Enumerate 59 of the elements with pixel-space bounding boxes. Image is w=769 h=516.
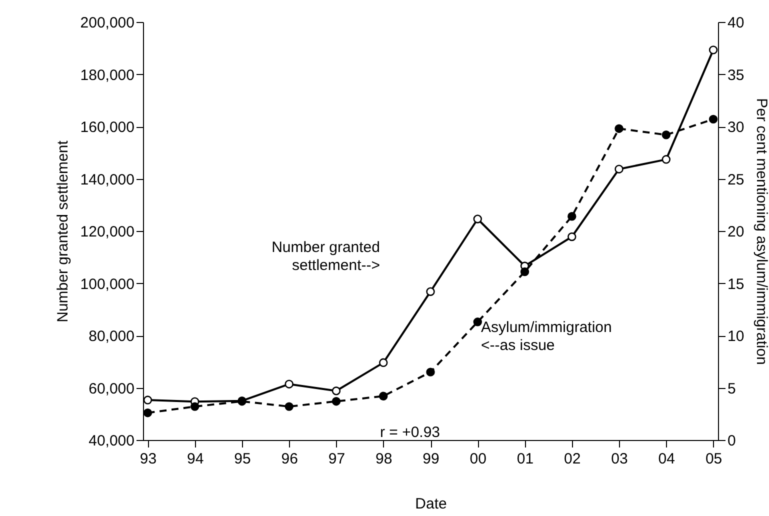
point (426, 368, 435, 376)
x-tick-label: 95 (234, 450, 251, 468)
y2-tick-label: 20 (728, 224, 744, 240)
point (568, 232, 576, 242)
annotation: Asylum/immigration <--as issue (481, 319, 612, 354)
x-axis-title: Date (415, 496, 447, 512)
y2-tick-label: 25 (728, 171, 744, 188)
point (284, 402, 294, 411)
x-tick-label: 00 (470, 450, 486, 468)
point (708, 46, 718, 54)
point (379, 392, 388, 400)
point (662, 155, 671, 164)
point (332, 386, 341, 396)
y-axis-title: Number granted settlement (54, 140, 72, 322)
point (614, 124, 624, 133)
y-tick-label: 160,000 (80, 119, 134, 136)
y2-tick-label: 15 (728, 276, 744, 293)
point (708, 114, 718, 124)
point (520, 267, 530, 276)
x-tick-label: 04 (658, 450, 675, 468)
y2-axis-title: Per cent mentioning asylum/immigration (753, 98, 769, 365)
point (473, 318, 482, 326)
point (426, 287, 435, 296)
y-tick-label: 180,000 (80, 66, 134, 84)
y-tick-label: 100,000 (80, 276, 134, 293)
x-tick-label: 98 (376, 450, 392, 468)
point (662, 130, 671, 140)
point (614, 164, 624, 174)
point (332, 396, 341, 406)
x-tick-label: 97 (328, 450, 346, 468)
y-tick-label: 40,000 (88, 432, 134, 450)
point (473, 214, 482, 224)
point (190, 402, 200, 411)
x-tick-label: 99 (422, 450, 440, 468)
x-tick-label: 02 (564, 450, 581, 468)
y2-tick-label: 5 (728, 380, 736, 398)
annotation: r = +0.93 (380, 424, 440, 441)
x-tick-label: 05 (705, 450, 722, 468)
y2-tick-label: 30 (728, 119, 744, 136)
point (143, 396, 152, 404)
x-tick-label: 94 (187, 450, 204, 468)
point (284, 380, 294, 388)
y2-tick-label: 40 (728, 14, 744, 32)
y-tick-label: 60,000 (88, 380, 134, 398)
x-tick-label: 03 (611, 450, 628, 468)
y-tick-label: 120,000 (80, 224, 134, 240)
point (568, 212, 576, 221)
point (379, 358, 388, 368)
y2-tick-label: 35 (728, 66, 744, 84)
y-tick-label: 140,000 (80, 171, 134, 188)
annotation: Number granted settlement--> (272, 239, 380, 274)
x-tick-label: 01 (516, 450, 534, 468)
y-tick-label: 80,000 (88, 328, 134, 345)
y-tick-label: 200,000 (80, 14, 134, 32)
point (143, 408, 152, 418)
x-tick-label: 93 (140, 450, 157, 468)
y2-tick-label: 0 (728, 432, 736, 450)
y2-tick-label: 10 (728, 328, 744, 345)
x-tick-label: 96 (281, 450, 298, 468)
